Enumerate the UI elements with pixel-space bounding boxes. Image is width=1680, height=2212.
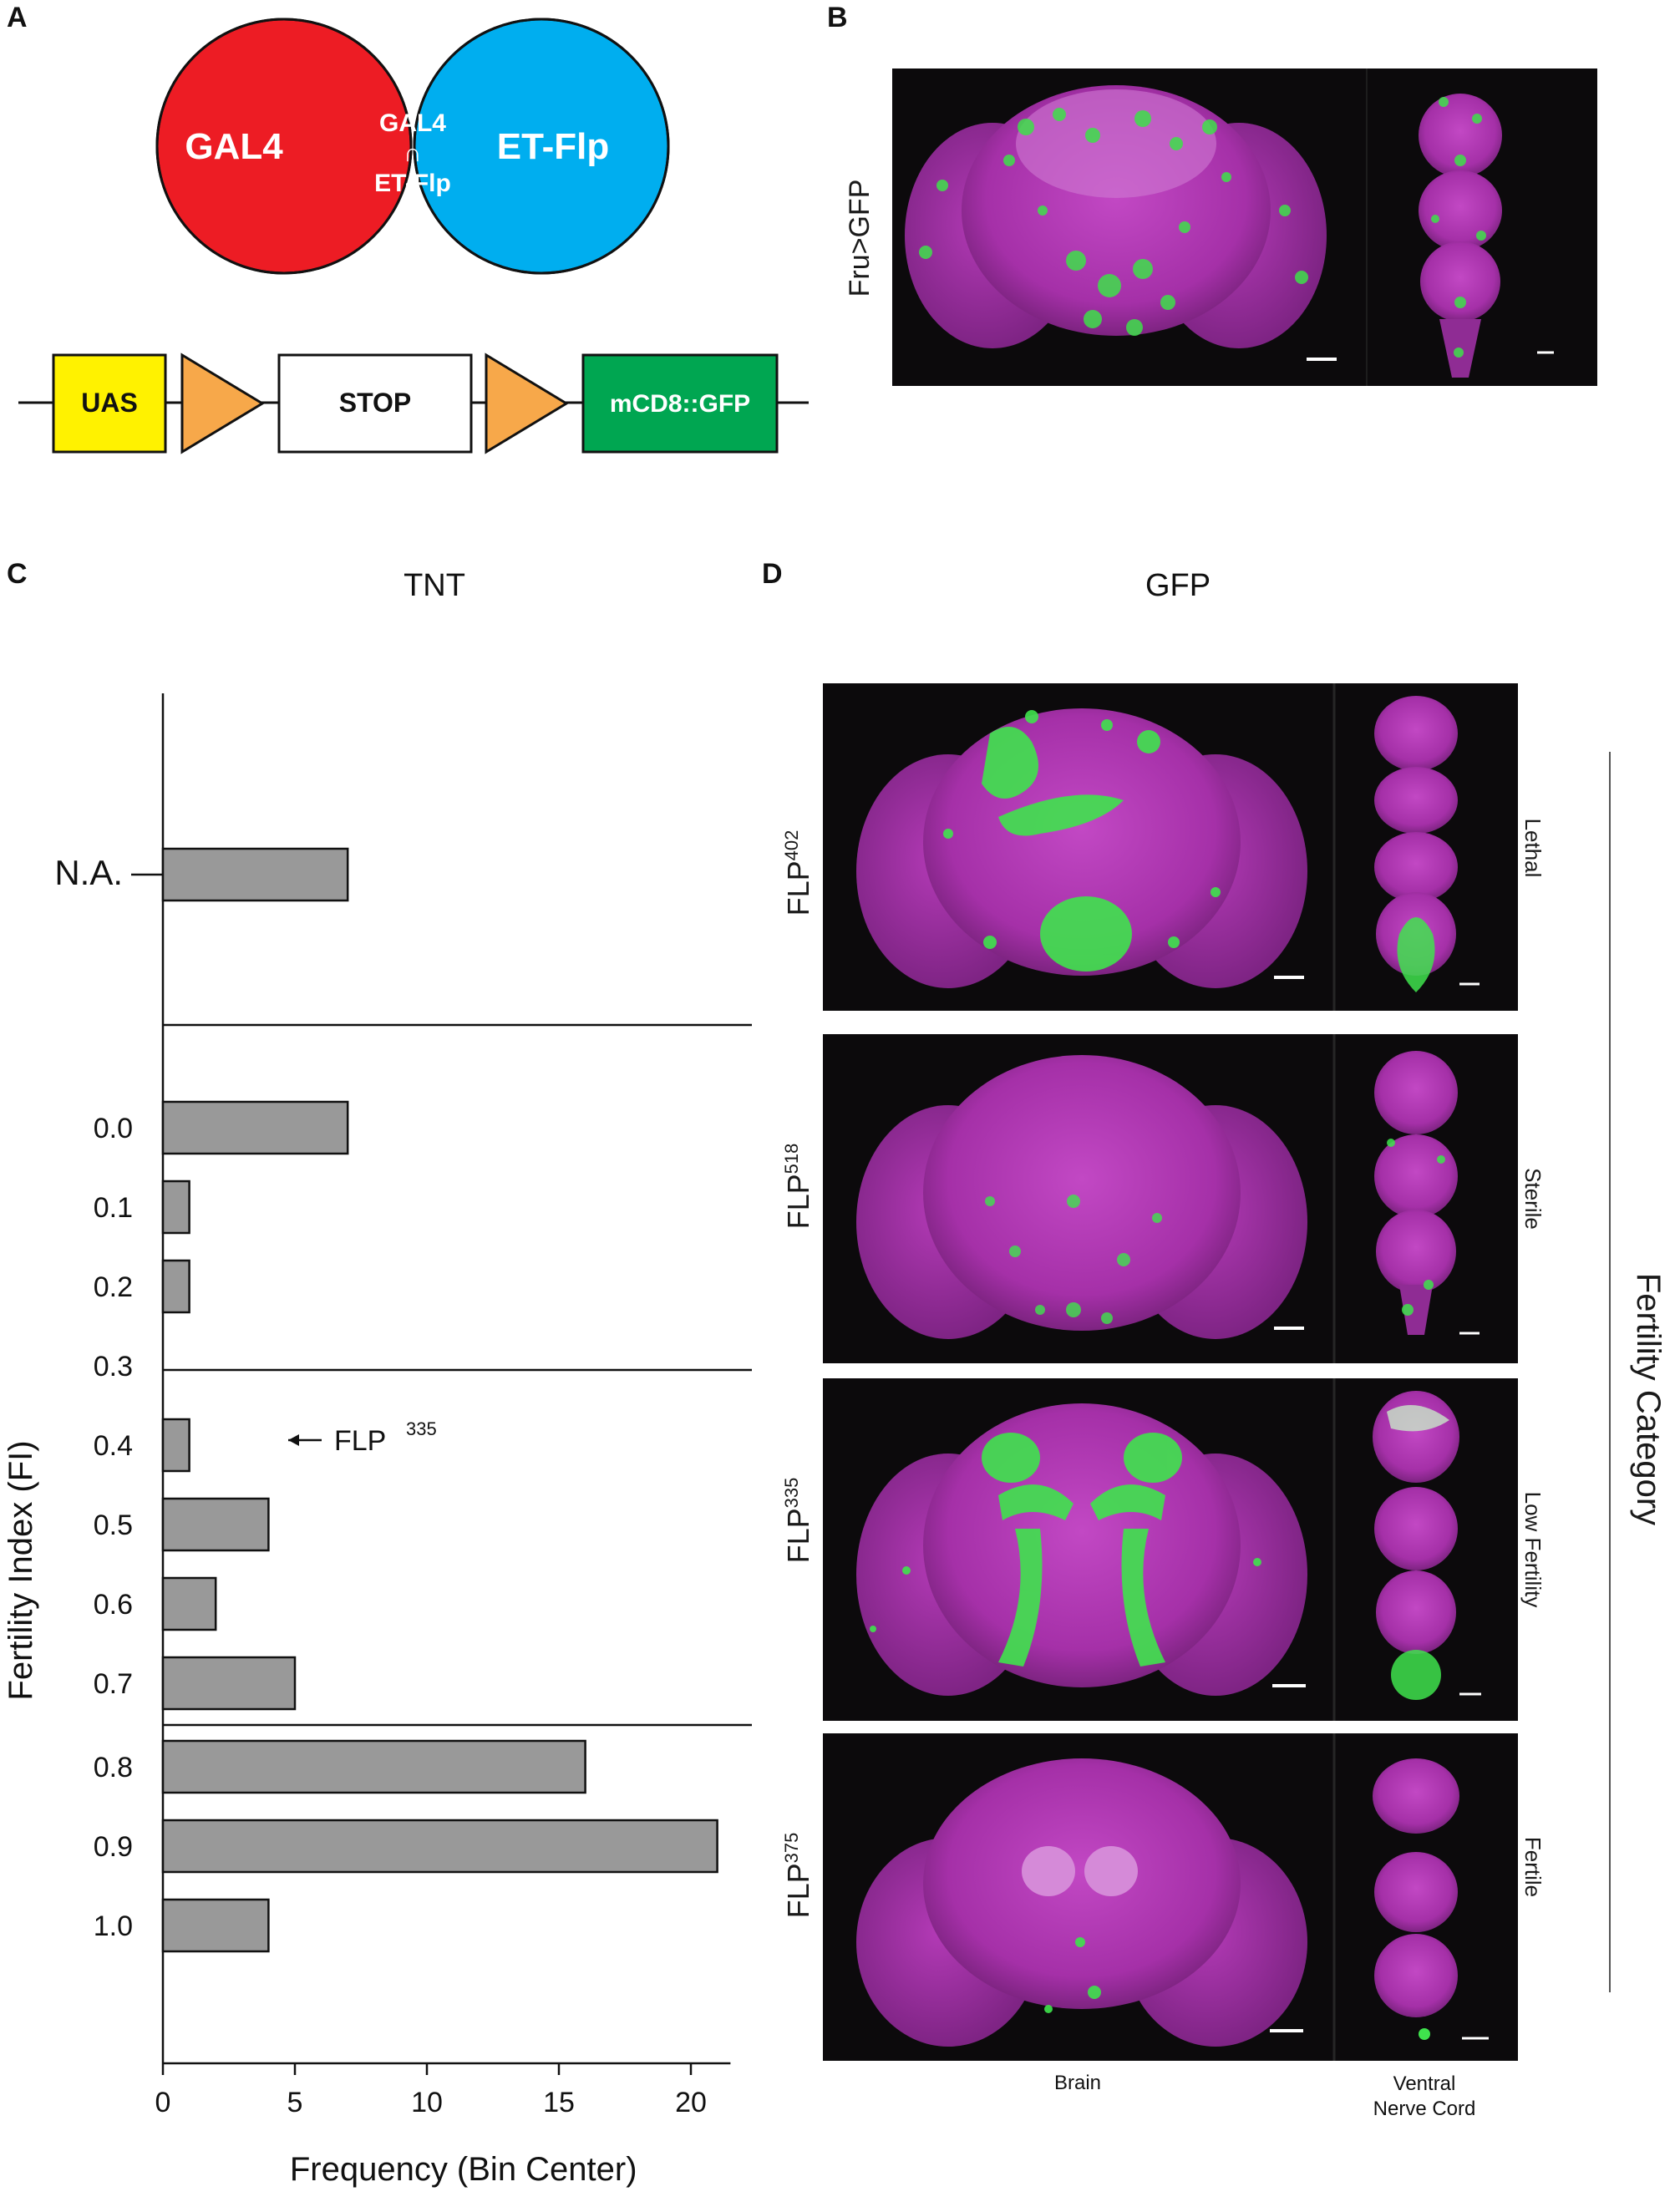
y-tick-label-0.8: 0.8 — [94, 1752, 133, 1783]
micrograph-row-4 — [823, 1733, 1518, 2061]
row-4-line-label: FLP375 — [781, 1832, 815, 1919]
construct-uas-box — [52, 353, 167, 454]
construct-stop-label: STOP — [339, 388, 412, 418]
category-axis-line — [1609, 752, 1611, 1992]
row-2-category: Sterile — [1520, 1168, 1545, 1230]
frt-triangle-right — [485, 353, 569, 454]
y-tick-label-0.6: 0.6 — [94, 1589, 133, 1621]
chart-title: TNT — [404, 568, 465, 603]
annotation-superscript: 335 — [406, 1418, 437, 1439]
panel-b-image — [892, 68, 1597, 386]
frt-triangle-left — [180, 353, 265, 454]
bar-0.8 — [161, 1739, 586, 1794]
venn-label-etflp: ET-Flp — [497, 126, 609, 167]
panel-d-title: GFP — [1145, 568, 1211, 603]
panel-label-a: A — [7, 2, 28, 33]
annotation-label: FLP — [334, 1425, 386, 1457]
vnc-label: Ventral Nerve Cord — [1373, 2072, 1476, 2120]
row-3-line-label: FLP335 — [781, 1477, 815, 1564]
construct-uas-label: UAS — [81, 388, 138, 418]
row-1-line-label: FLP402 — [781, 830, 815, 916]
construct-stop-box — [277, 353, 473, 454]
bar-0.0 — [161, 1100, 349, 1155]
bar-0.9 — [161, 1819, 718, 1874]
row-4-category: Fertile — [1520, 1836, 1545, 1898]
x-tick-label-10: 10 — [411, 2087, 443, 2118]
panel-b-side-label: Fru>GFP — [844, 179, 876, 297]
bar-0.4 — [161, 1418, 190, 1473]
row-2-line-label: FLP518 — [781, 1143, 815, 1230]
panel-label-c: C — [7, 558, 28, 590]
y-tick-label-0.7: 0.7 — [94, 1668, 133, 1700]
y-tick-label-1.0: 1.0 — [94, 1910, 133, 1942]
venn-label-intersection-2: ∩ — [404, 140, 422, 167]
venn-label-intersection-3: ET-Flp — [374, 170, 451, 197]
y-tick-label-0.0: 0.0 — [94, 1113, 133, 1144]
annotation-arrow-head — [288, 1434, 299, 1446]
venn-label-gal4: GAL4 — [185, 126, 283, 167]
panel-a-diagram: GAL4 ET-Flp GAL4 ∩ ET-Flp UAS STOP mCD8:… — [18, 18, 809, 454]
brain-label: Brain — [1053, 2072, 1102, 2094]
x-axis-label: Frequency (Bin Center) — [290, 2151, 637, 2188]
y-tick-label-0.9: 0.9 — [94, 1831, 133, 1863]
micrograph-row-3 — [823, 1378, 1518, 1721]
x-tick-label-15: 15 — [543, 2087, 575, 2118]
y-tick-label-0.1: 0.1 — [94, 1192, 133, 1224]
bar-0.2 — [161, 1259, 190, 1314]
panel-b-micrograph — [892, 68, 1597, 386]
bar-0.1 — [161, 1180, 190, 1235]
row-3-category: Low Fertility — [1520, 1491, 1545, 1608]
bar-1.0 — [161, 1898, 270, 1953]
bar-0.6 — [161, 1576, 217, 1631]
y-tick-label-0.3: 0.3 — [94, 1351, 133, 1382]
fertility-chart: N.A. 0.0 0.1 0.2 0.3 0.4 0.5 0.6 0.7 0.8 0.9 1.0 0 5 1… — [3, 693, 752, 2188]
construct-reporter-box — [581, 353, 779, 454]
panel-label-d: D — [762, 558, 783, 590]
row-1-category: Lethal — [1520, 818, 1545, 878]
micrograph-row-1 — [823, 683, 1518, 1011]
y-tick-label-N.A.: N.A. — [54, 853, 123, 892]
x-tick-label-20: 20 — [675, 2087, 707, 2118]
y-axis-label: Fertility Index (FI) — [3, 1440, 39, 1700]
category-axis-label: Fertility Category — [1630, 1272, 1667, 1526]
x-tick-label-5: 5 — [287, 2087, 303, 2118]
bar-0.5 — [161, 1497, 270, 1552]
y-tick-label-0.2: 0.2 — [94, 1271, 133, 1303]
bar-N.A. — [161, 847, 349, 902]
panel-label-b: B — [827, 2, 848, 33]
venn-label-intersection-1: GAL4 — [379, 109, 446, 137]
bar-0.7 — [161, 1656, 297, 1711]
y-tick-label-0.5: 0.5 — [94, 1509, 133, 1541]
micrograph-row-2 — [823, 1034, 1518, 1363]
construct-reporter-label: mCD8::GFP — [610, 390, 750, 418]
y-tick-label-0.4: 0.4 — [94, 1430, 133, 1462]
x-tick-label-0: 0 — [155, 2087, 171, 2118]
